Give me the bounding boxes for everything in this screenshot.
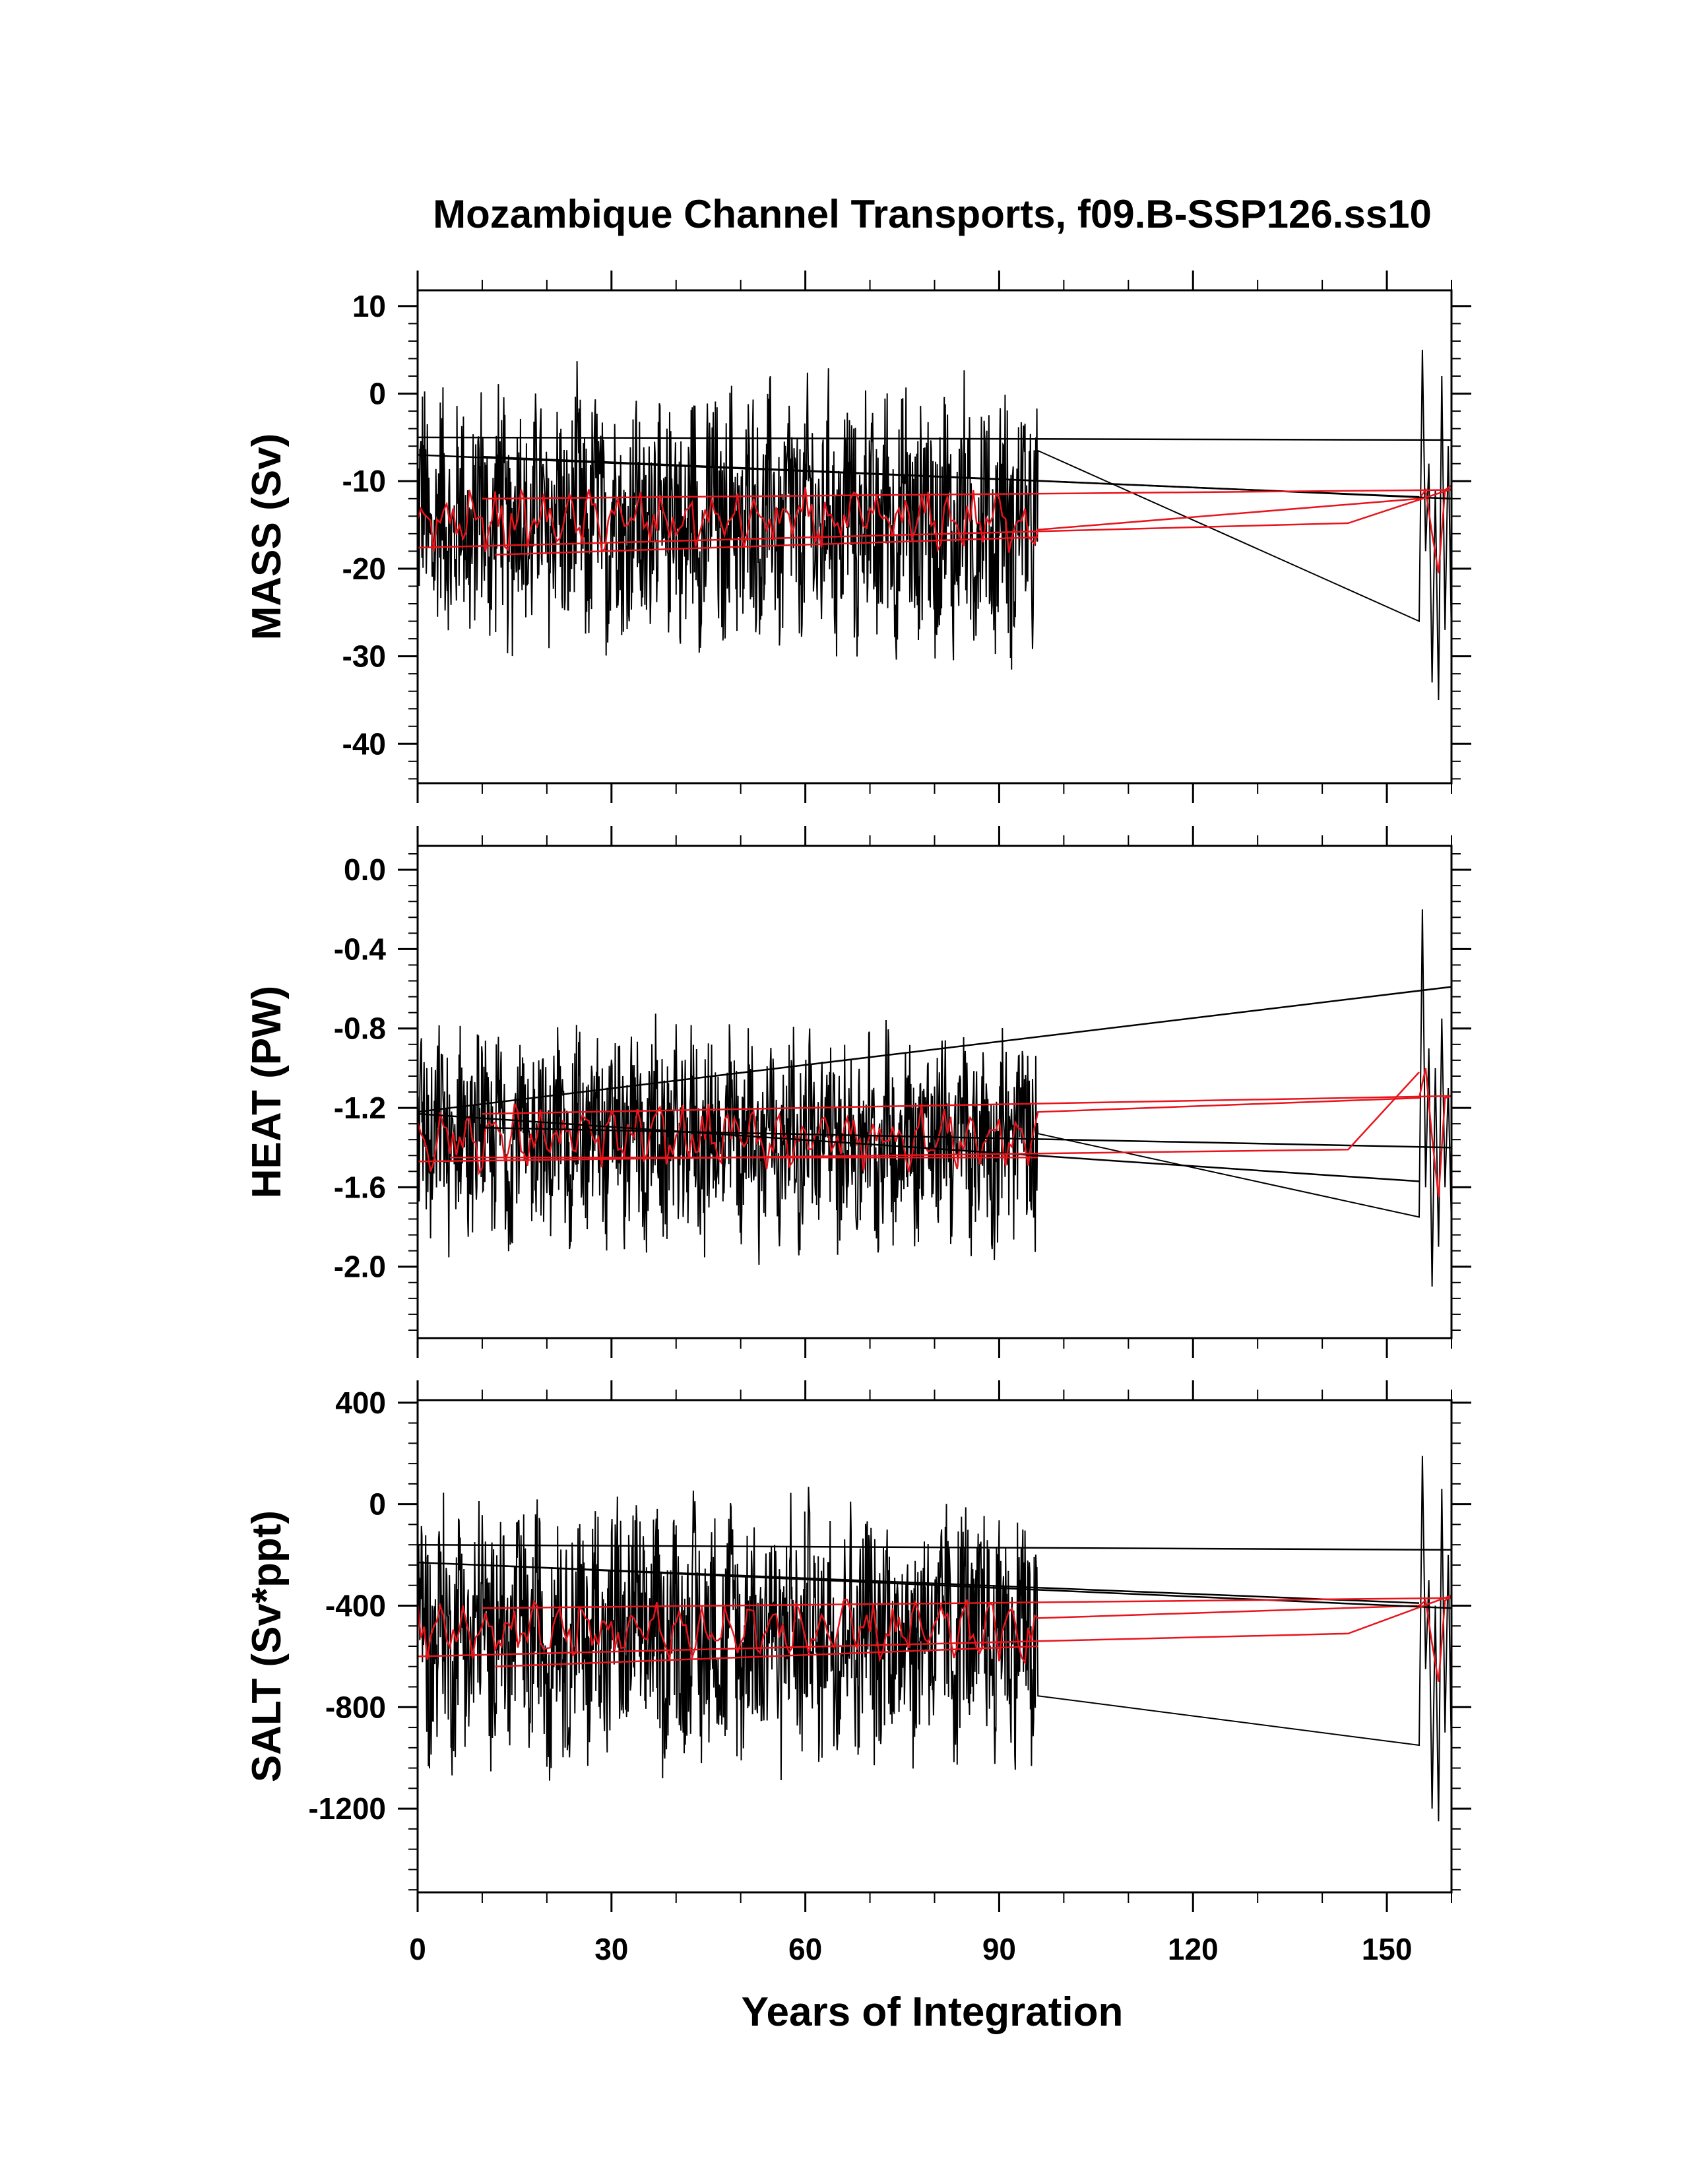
salt-connector-line	[495, 1645, 1038, 1668]
mass-connector-line	[418, 436, 1451, 441]
mass-connector-line	[418, 488, 1451, 549]
salt-y-tick-label: 0	[369, 1487, 386, 1522]
mass-y-tick-label: 10	[352, 289, 386, 323]
heat-y-axis-label: HEAT (PW)	[244, 986, 290, 1199]
heat-y-tick-label: -1.2	[334, 1091, 386, 1125]
heat-y-tick-label: -0.4	[334, 932, 387, 966]
salt-connector-line	[418, 1594, 1451, 1657]
mass-y-tick-label: -30	[342, 639, 386, 674]
x-tick-label: 150	[1362, 1932, 1413, 1966]
mass-y-tick-label: -20	[342, 552, 386, 586]
mass-plot-area	[418, 350, 1451, 701]
mass-connector-line	[418, 454, 1420, 498]
heat-raw-series-line	[418, 909, 1451, 1287]
salt-y-axis-label: SALT (Sv*ppt)	[244, 1510, 290, 1782]
x-tick-label: 30	[594, 1932, 628, 1966]
heat-y-tick-label: -1.6	[334, 1170, 386, 1204]
heat-y-tick-label: -2.0	[334, 1250, 386, 1284]
salt-connector-line	[418, 1561, 1420, 1604]
heat-connector-line	[482, 1095, 1451, 1115]
mass-raw-series-line	[418, 350, 1451, 701]
mass-y-tick-label: -10	[342, 464, 386, 498]
mass-connector-line	[482, 489, 1451, 500]
heat-connector-line	[418, 1112, 1420, 1182]
mass-y-tick-label: -40	[342, 726, 386, 761]
salt-smoothed-series-line	[418, 1595, 1451, 1683]
salt-plot-area	[418, 1456, 1451, 1822]
salt-y-tick-label: -800	[325, 1690, 386, 1724]
salt-y-tick-label: 400	[335, 1386, 386, 1420]
salt-y-tick-label: -400	[325, 1588, 386, 1622]
x-tick-label: 90	[982, 1932, 1016, 1966]
salt-y-tick-label: -1200	[308, 1791, 386, 1826]
salt-connector-line	[418, 1543, 1451, 1551]
x-tick-label: 120	[1168, 1932, 1219, 1966]
panel-mass: 10 0 -10 -20 -30 -40 MASS (Sv)	[244, 271, 1471, 803]
mass-y-tick-label: 0	[369, 377, 386, 411]
panel-salt: 400 0 -400 -800 -1200 SALT (Sv*ppt)	[244, 1380, 1471, 1912]
x-axis-label: Years of Integration	[742, 1989, 1124, 2035]
heat-smoothed-series-line	[418, 1068, 1451, 1198]
heat-y-tick-label: 0.0	[344, 852, 386, 887]
mass-y-axis-label: MASS (Sv)	[244, 434, 290, 640]
heat-connector-line	[418, 986, 1451, 1113]
x-axis-tick-labels: 0 30 60 90 120 150	[409, 1932, 1412, 1966]
salt-raw-series-line	[418, 1456, 1451, 1822]
mass-connector-line	[495, 536, 1038, 556]
heat-y-tick-label: -0.8	[334, 1012, 386, 1046]
x-tick-label: 60	[788, 1932, 822, 1966]
heat-plot-area	[418, 909, 1451, 1287]
panel-heat: 0.0 -0.4 -0.8 -1.2 -1.6 -2.0 HEAT (PW)	[244, 826, 1471, 1358]
heat-connector-line	[482, 1126, 1451, 1149]
x-tick-label: 0	[409, 1932, 426, 1966]
chart-title: Mozambique Channel Transports, f09.B-SSP…	[433, 192, 1432, 236]
salt-connector-line	[482, 1597, 1451, 1609]
